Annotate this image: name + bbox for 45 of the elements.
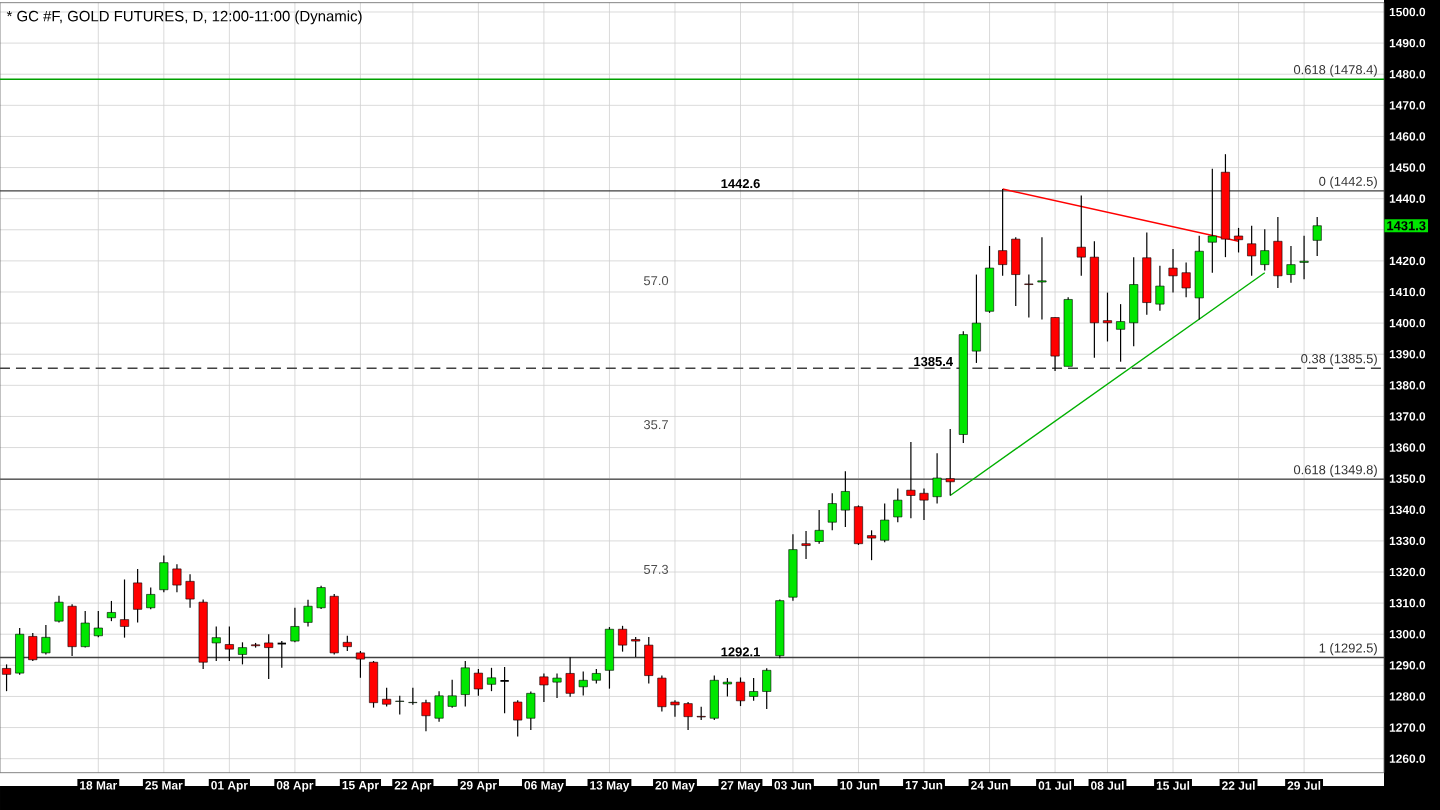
candlestick	[827, 492, 837, 531]
candlestick	[1116, 303, 1126, 363]
candlestick	[237, 641, 247, 665]
candlestick	[853, 504, 863, 546]
candlestick	[395, 695, 405, 716]
candlestick	[762, 667, 772, 710]
candlestick	[880, 502, 890, 543]
candlestick	[840, 470, 850, 528]
candlestick	[355, 650, 365, 679]
candlestick	[604, 626, 614, 690]
candlestick	[801, 530, 811, 560]
candlestick	[893, 488, 903, 523]
candlestick	[1011, 236, 1021, 307]
candlestick	[1247, 225, 1257, 277]
candlestick	[631, 636, 641, 658]
candlestick	[1037, 236, 1047, 320]
candlestick	[382, 687, 392, 707]
candlestick	[814, 509, 824, 545]
candlestick	[224, 625, 234, 662]
candlestick	[487, 667, 496, 692]
candlestick	[1102, 292, 1112, 343]
candlestick	[133, 568, 143, 623]
candlestick	[1299, 235, 1309, 280]
candlestick	[644, 636, 654, 684]
candlestick	[120, 578, 130, 639]
candlestick	[867, 529, 877, 561]
candlestick	[264, 633, 274, 680]
candlestick	[722, 677, 732, 698]
candlestick	[460, 660, 470, 707]
candlestick	[971, 273, 981, 364]
candlestick	[788, 533, 798, 602]
candlestick	[146, 586, 156, 610]
candlestick	[473, 668, 483, 697]
candlestick	[618, 625, 628, 653]
candlestick	[2, 663, 12, 692]
candlestick	[290, 607, 300, 643]
candlestick	[736, 676, 746, 707]
candlestick	[499, 666, 510, 714]
candlestick	[749, 677, 759, 702]
candlestick	[985, 245, 995, 314]
candlestick	[1207, 168, 1217, 274]
candlestick	[369, 660, 379, 709]
candlestick	[1312, 216, 1322, 257]
candlestick	[1024, 273, 1034, 319]
candlestick	[106, 600, 116, 622]
